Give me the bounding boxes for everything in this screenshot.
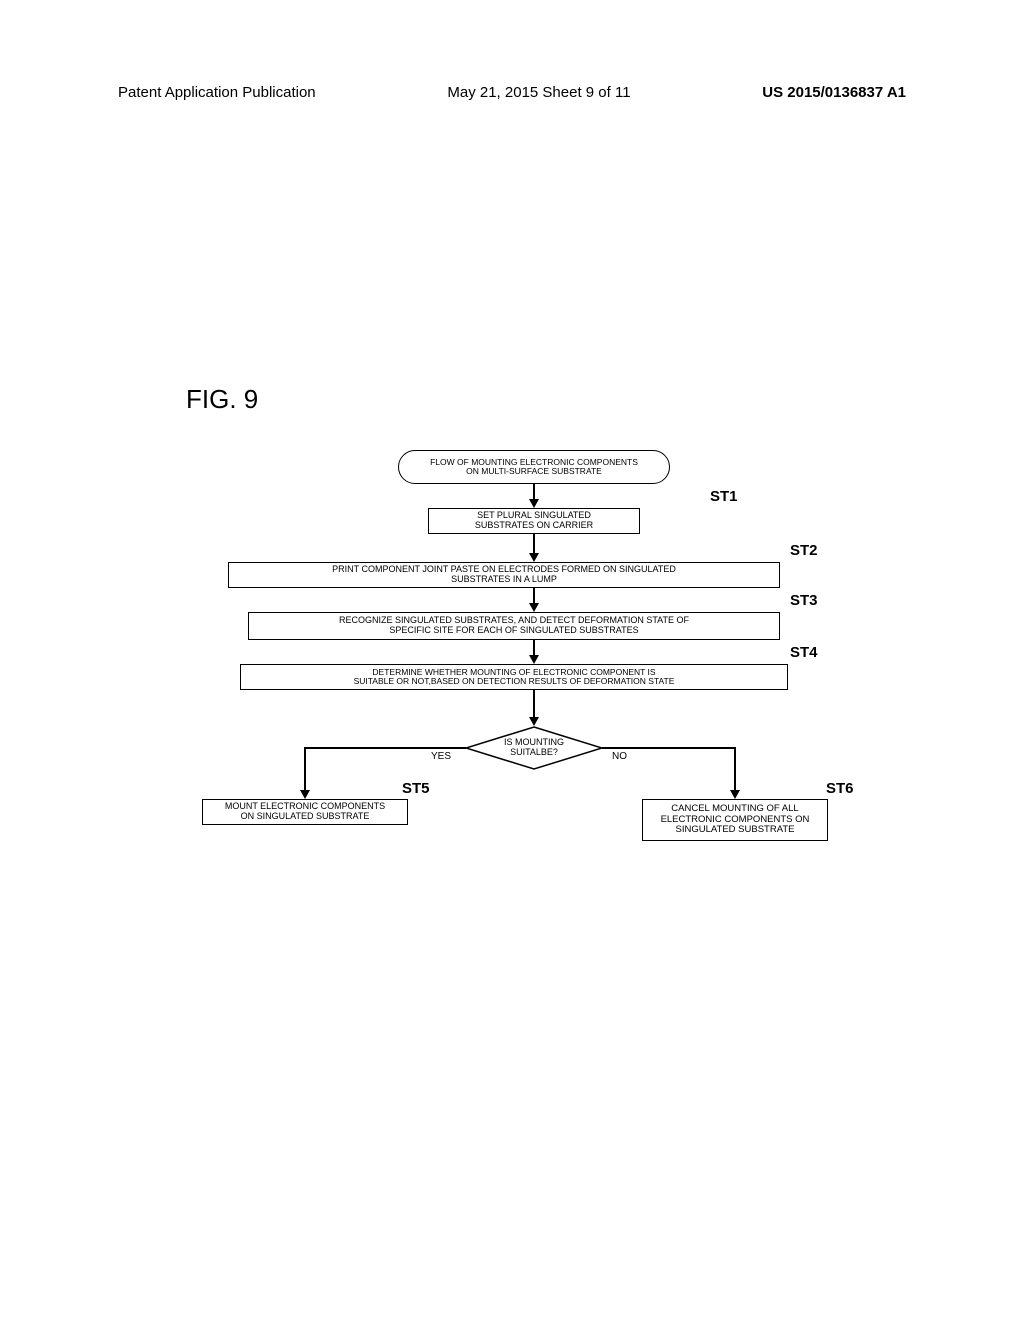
branch-yes-label: YES — [431, 751, 451, 762]
arrow-line — [602, 747, 736, 749]
arrow-line — [533, 588, 535, 604]
step-st5: MOUNT ELECTRONIC COMPONENTS ON SINGULATE… — [202, 799, 408, 825]
decision-node: IS MOUNTING SUITALBE? — [464, 726, 604, 770]
arrow-line — [533, 484, 535, 500]
decision-text: IS MOUNTING SUITALBE? — [464, 726, 604, 770]
step-label-st6: ST6 — [826, 780, 854, 797]
arrow-line — [533, 690, 535, 718]
step-label-st1: ST1 — [710, 488, 738, 505]
step-label-st5: ST5 — [402, 780, 430, 797]
flow-start-node: FLOW OF MOUNTING ELECTRONIC COMPONENTS O… — [398, 450, 670, 484]
branch-no-label: NO — [612, 751, 627, 762]
st4-line2: SUITABLE OR NOT,BASED ON DETECTION RESUL… — [354, 677, 675, 686]
arrow-down-icon — [529, 499, 539, 508]
decision-line2: SUITALBE? — [510, 748, 558, 758]
header-left: Patent Application Publication — [118, 84, 316, 101]
step-label-st3: ST3 — [790, 592, 818, 609]
arrow-down-icon — [529, 553, 539, 562]
step-st1: SET PLURAL SINGULATED SUBSTRATES ON CARR… — [428, 508, 640, 534]
step-st2: PRINT COMPONENT JOINT PASTE ON ELECTRODE… — [228, 562, 780, 588]
arrow-down-icon — [529, 603, 539, 612]
header-center: May 21, 2015 Sheet 9 of 11 — [447, 84, 630, 101]
st2-line2: SUBSTRATES IN A LUMP — [451, 575, 557, 585]
st3-line2: SPECIFIC SITE FOR EACH OF SINGULATED SUB… — [389, 626, 638, 636]
st1-line2: SUBSTRATES ON CARRIER — [475, 521, 593, 531]
arrow-line — [533, 640, 535, 656]
page-header: Patent Application Publication May 21, 2… — [118, 84, 906, 101]
arrow-down-icon — [300, 790, 310, 799]
step-st3: RECOGNIZE SINGULATED SUBSTRATES, AND DET… — [248, 612, 780, 640]
st5-line2: ON SINGULATED SUBSTRATE — [241, 812, 370, 822]
header-right: US 2015/0136837 A1 — [762, 84, 906, 101]
arrow-line — [533, 534, 535, 554]
step-label-st4: ST4 — [790, 644, 818, 661]
step-label-st2: ST2 — [790, 542, 818, 559]
step-st4: DETERMINE WHETHER MOUNTING OF ELECTRONIC… — [240, 664, 788, 690]
arrow-line — [304, 747, 466, 749]
st6-line3: SINGULATED SUBSTRATE — [676, 825, 795, 835]
flow-start-line2: ON MULTI-SURFACE SUBSTRATE — [466, 467, 602, 476]
figure-label: FIG. 9 — [186, 384, 258, 415]
arrow-line — [734, 747, 736, 791]
arrow-down-icon — [529, 655, 539, 664]
step-st6: CANCEL MOUNTING OF ALL ELECTRONIC COMPON… — [642, 799, 828, 841]
arrow-down-icon — [730, 790, 740, 799]
arrow-down-icon — [529, 717, 539, 726]
arrow-line — [304, 747, 306, 791]
